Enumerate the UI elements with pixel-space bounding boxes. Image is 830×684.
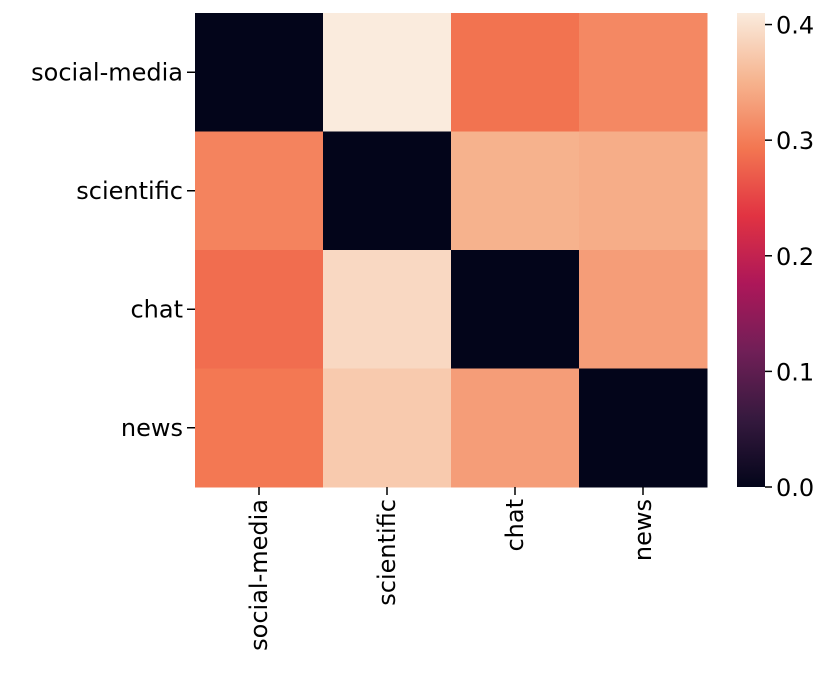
heatmap-cell: [451, 250, 580, 369]
heatmap-cell: [323, 13, 452, 132]
heatmap-cell: [451, 368, 580, 488]
heatmap-cell: [579, 250, 708, 369]
heatmap-cell: [579, 131, 708, 251]
x-tick-label: social-media: [245, 499, 273, 651]
colorbar-gradient: [737, 13, 765, 487]
heatmap-cell: [451, 131, 580, 251]
colorbar-ticks: 0.0 0.1 0.2 0.3 0.4: [765, 12, 814, 502]
heatmap-cell: [195, 13, 324, 132]
heatmap-cell: [195, 250, 324, 369]
y-axis: social-media scientific chat news: [31, 58, 195, 442]
y-tick-label: scientific: [76, 177, 183, 205]
colorbar-tick-label: 0.4: [776, 12, 814, 40]
heatmap-cell: [323, 250, 452, 369]
y-tick-label: news: [121, 414, 183, 442]
heatmap-cell: [451, 13, 580, 132]
colorbar-tick-label: 0.2: [776, 243, 814, 271]
x-tick-label: chat: [501, 499, 529, 552]
heatmap-cell: [579, 13, 708, 132]
colorbar-tick-label: 0.1: [776, 358, 814, 386]
heatmap-cell: [579, 368, 708, 488]
heatmap-cell: [195, 131, 324, 251]
y-tick-label: social-media: [31, 58, 183, 86]
heatmap-cell: [323, 131, 452, 251]
x-axis: social-media scientific chat news: [245, 487, 657, 651]
x-tick-label: news: [629, 499, 657, 561]
heatmap-cells: [195, 13, 708, 488]
colorbar-tick-label: 0.3: [776, 127, 814, 155]
colorbar: 0.0 0.1 0.2 0.3 0.4: [737, 12, 814, 502]
heatmap-cell: [323, 368, 452, 488]
y-tick-label: chat: [130, 295, 183, 323]
colorbar-tick-label: 0.0: [776, 474, 814, 502]
x-tick-label: scientific: [373, 499, 401, 606]
heatmap-cell: [195, 368, 324, 488]
